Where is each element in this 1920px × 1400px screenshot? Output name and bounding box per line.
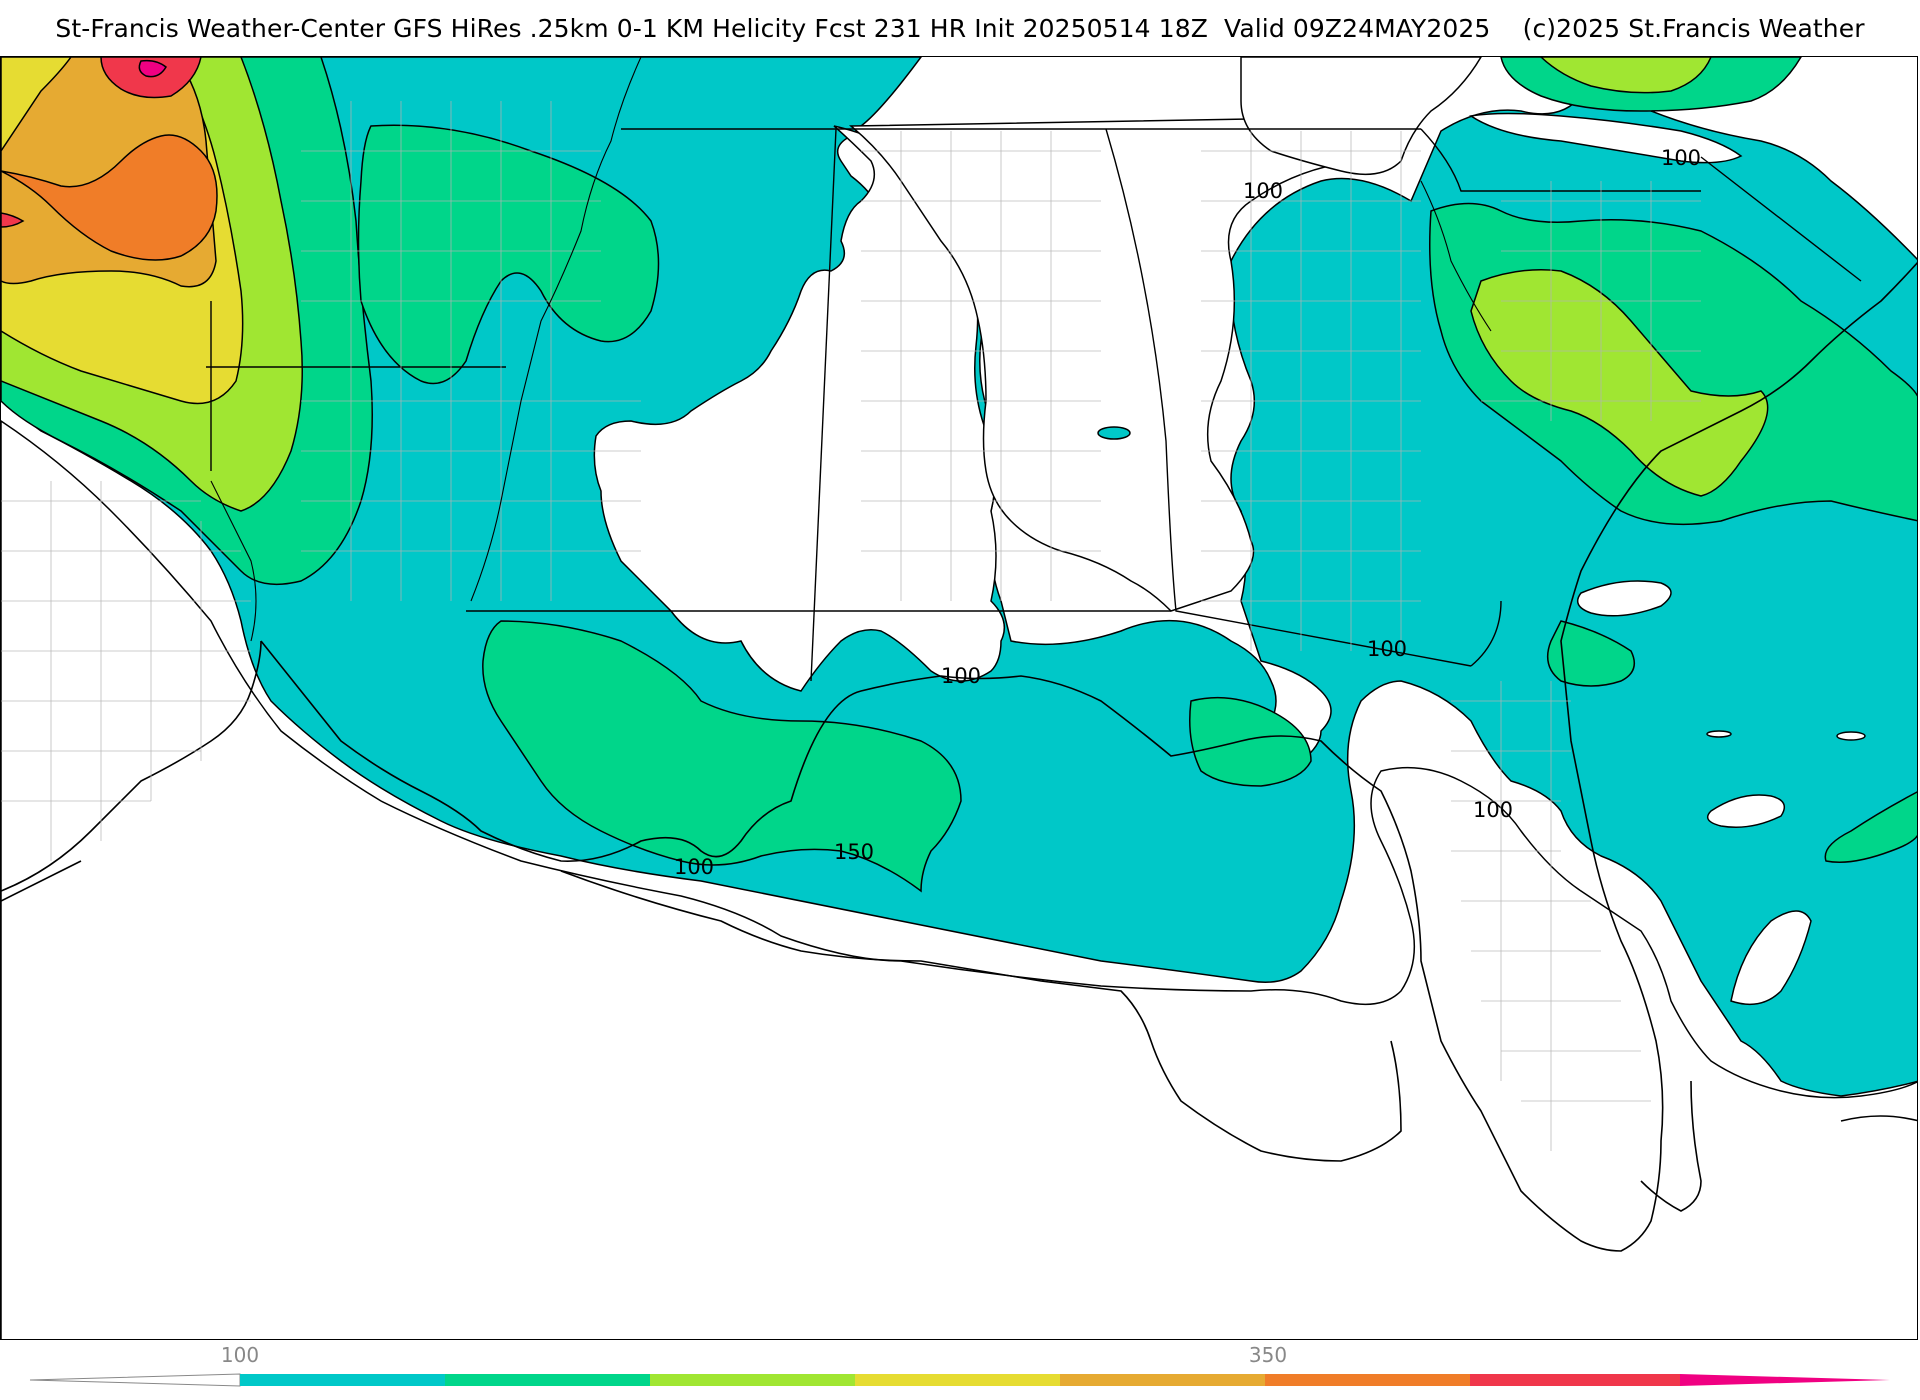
- colorbar-segment-2: [445, 1374, 650, 1386]
- rivers: [210, 57, 1492, 642]
- coastlines: [1, 262, 1917, 1252]
- no-shading-atlantic-hole-2: [1730, 910, 1812, 1006]
- colorbar-segment-5: [1060, 1374, 1265, 1386]
- helicity-map: 100 100 100 100 100 100 150: [1, 57, 1917, 1339]
- no-shading-atlantic-hole-4: [1836, 731, 1866, 741]
- county-lines: [1, 101, 1701, 1151]
- colorbar-segment-4: [855, 1374, 1060, 1386]
- no-shading-atlantic-hole-1: [1706, 794, 1786, 828]
- no-shading-gulf: [1, 420, 1917, 1339]
- label-100-georgia-south: 100: [1367, 637, 1407, 661]
- label-100-georgia-north: 100: [1243, 179, 1283, 203]
- shading-450-north: [138, 59, 167, 78]
- map-panel: 100 100 100 100 100 100 150: [0, 56, 1918, 1340]
- colorbar-tick-350: 350: [1248, 1343, 1288, 1367]
- shading-200-250-north-carolina: [1539, 57, 1712, 94]
- no-shading-georgia-north: [848, 115, 1423, 612]
- shading-150-200-georgia-coast: [1546, 620, 1636, 687]
- shading-150-200-louisiana: [482, 620, 962, 893]
- colorbar: [29, 1373, 1890, 1387]
- colorbar-segment-6: [1265, 1374, 1470, 1386]
- shading-150-200-atlantic-east: [1824, 791, 1917, 863]
- no-shading-atlantic-hole-3: [1576, 580, 1672, 617]
- colorbar-segment-3: [650, 1374, 855, 1386]
- colorbar-segment-7: [1470, 1374, 1680, 1386]
- shading-150-200-florida-panhandle: [1189, 696, 1312, 787]
- colorbar-high-arrow: [1680, 1374, 1890, 1386]
- colorbar-low-arrow: [29, 1373, 241, 1387]
- state-boundaries: [206, 128, 1862, 682]
- label-150-louisiana: 150: [834, 840, 874, 864]
- map-title: St-Francis Weather-Center GFS HiRes .25k…: [55, 14, 1865, 43]
- shading-450-west-edge: [1, 212, 25, 228]
- no-shading-atlantic-hole-5: [1706, 730, 1732, 738]
- no-shading-georgia-hole: [1097, 426, 1131, 440]
- label-100-gulf-coast: 100: [941, 664, 981, 688]
- label-100-carolina: 100: [1661, 146, 1701, 170]
- colorbar-segment-1: [240, 1374, 445, 1386]
- contour-labels: 100 100 100 100 100 100 150: [674, 146, 1701, 879]
- label-100-florida: 100: [1473, 798, 1513, 822]
- label-100-louisiana: 100: [674, 855, 714, 879]
- shading-350-400: [1, 134, 218, 261]
- colorbar-tick-100: 100: [220, 1343, 260, 1367]
- no-shading-north-sc: [1469, 112, 1743, 164]
